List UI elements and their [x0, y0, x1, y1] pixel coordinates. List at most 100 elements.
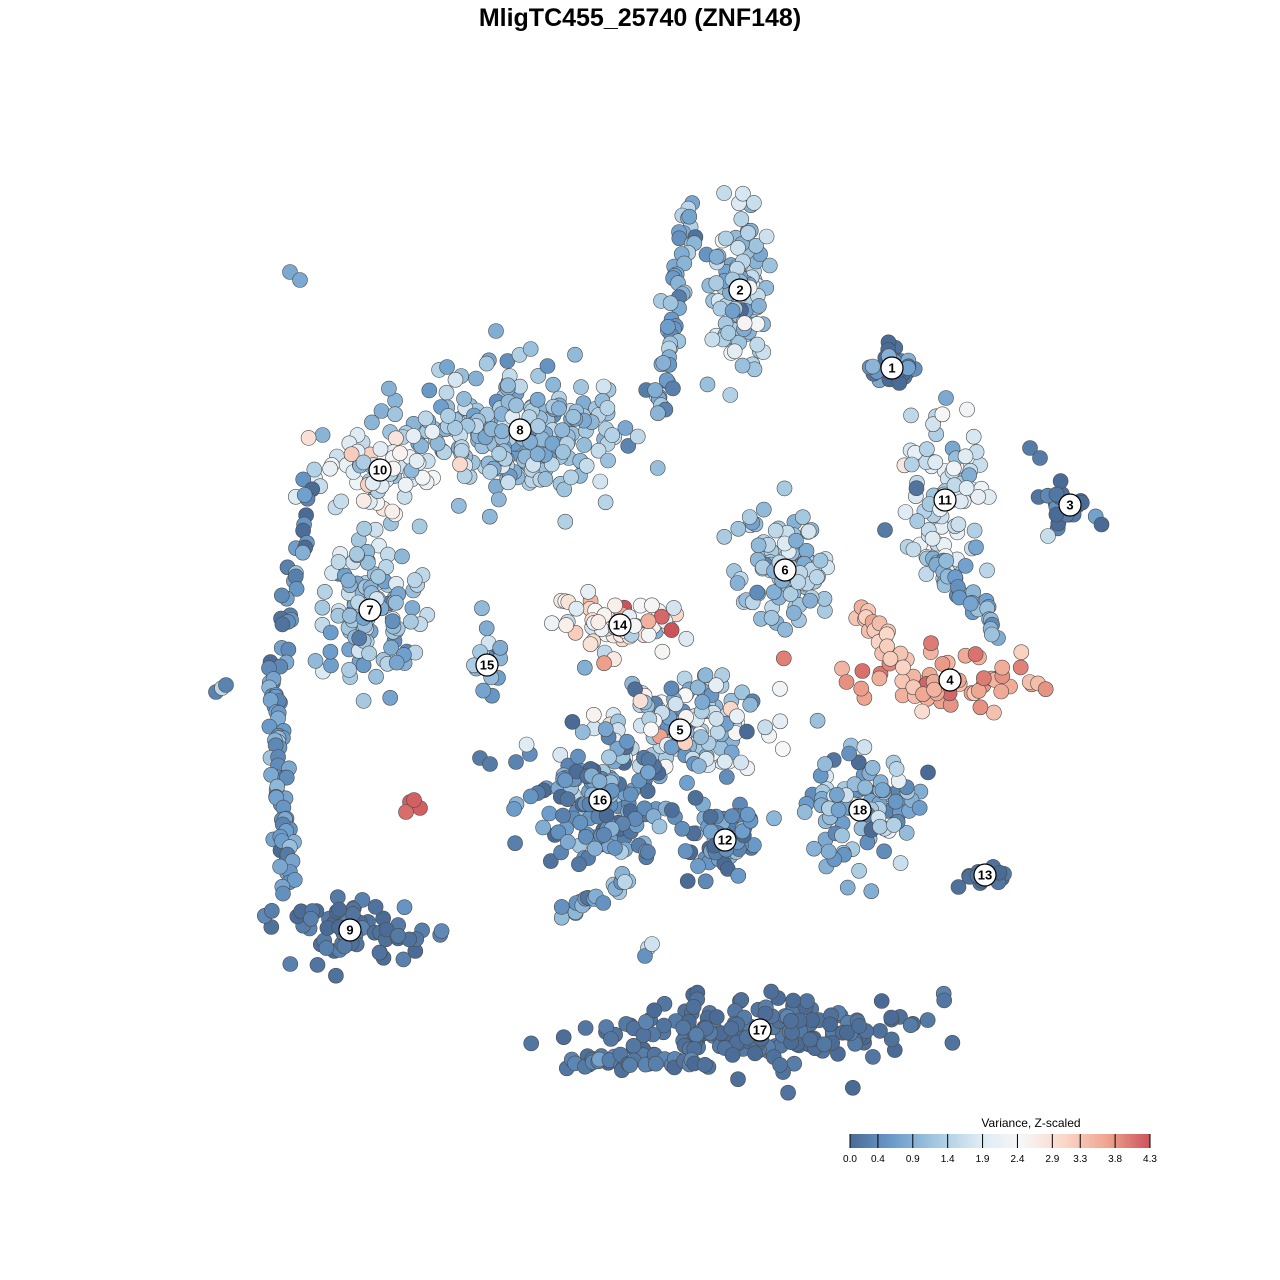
cell-point [747, 1045, 763, 1062]
cell-point [439, 359, 455, 375]
cell-point [650, 405, 666, 422]
cell-point [328, 967, 344, 984]
cell-point [829, 786, 845, 803]
cell-point [812, 552, 829, 569]
cell-point [649, 460, 666, 476]
cell-point [640, 844, 656, 860]
cell-point [1093, 516, 1110, 533]
colorbar-ticks: 0.0 0.4 0.9 1.4 1.9 2.4 2.9 3.3 3.8 4.3 [843, 1134, 1157, 1165]
cell-point [720, 325, 737, 341]
cell-point [766, 810, 782, 827]
cell-point [957, 558, 974, 574]
cluster-label-text: 17 [753, 1023, 767, 1038]
cluster-label-circle [1058, 493, 1082, 517]
cell-point [367, 899, 384, 915]
cell-point [962, 595, 979, 612]
cell-point [809, 569, 825, 585]
cell-point [972, 699, 989, 716]
cell-point [275, 885, 291, 902]
cell-point [763, 983, 780, 1000]
cell-point [660, 318, 676, 335]
cell-point [994, 659, 1011, 676]
cell-point [886, 817, 902, 833]
cell-point [306, 461, 323, 478]
cell-point [577, 828, 594, 845]
cell-point [898, 825, 915, 841]
cell-point [488, 323, 504, 339]
cell-point [1012, 659, 1029, 676]
cell-point [218, 677, 234, 693]
cell-point [478, 620, 495, 637]
cluster-label-3: 3 [1058, 493, 1082, 517]
cell-point [716, 185, 732, 201]
cluster-label-circle [358, 598, 382, 622]
cell-point [909, 513, 926, 529]
cell-point [750, 537, 767, 554]
cell-point [573, 379, 589, 395]
cell-point [544, 615, 560, 632]
cluster-label-circle [880, 356, 904, 380]
cell-point [331, 901, 347, 918]
cell-point [757, 719, 774, 736]
cell-point [817, 756, 833, 772]
cell-point [679, 775, 695, 791]
cell-point [551, 400, 567, 417]
cell-point [314, 599, 331, 616]
cell-point [794, 509, 811, 526]
cell-point [776, 480, 793, 497]
cell-point [556, 481, 573, 498]
cell-point [342, 607, 358, 624]
cell-point [341, 662, 357, 678]
cell-point [390, 927, 406, 944]
cell-point [780, 1084, 796, 1101]
cluster-label-circle [338, 918, 362, 942]
cell-point [481, 508, 498, 525]
cell-point [587, 840, 603, 857]
cell-point [716, 753, 733, 770]
cell-point [887, 793, 904, 810]
cell-point [830, 802, 847, 818]
cell-point [550, 824, 567, 841]
cell-point [360, 554, 376, 571]
cell-point [640, 627, 657, 643]
cell-point [739, 723, 755, 740]
cell-point [796, 804, 813, 820]
cell-point [844, 1080, 861, 1096]
cell-point [638, 1014, 654, 1030]
cell-point [541, 805, 558, 822]
cluster-label-text: 13 [978, 868, 992, 883]
cell-point [595, 378, 612, 395]
cell-point [371, 944, 388, 961]
cell-point [934, 406, 951, 423]
cell-point [1032, 450, 1048, 466]
cell-point [468, 370, 484, 387]
cell-point [816, 1036, 833, 1053]
cell-point [555, 807, 571, 824]
colorbar-tick-label: 1.9 [976, 1154, 990, 1165]
cell-point [908, 480, 925, 497]
cell-point [522, 788, 539, 805]
cell-point [851, 862, 867, 879]
cluster-label-5: 5 [668, 718, 692, 742]
cell-point [790, 574, 806, 590]
cell-point [506, 801, 522, 817]
cluster-label-text: 3 [1066, 498, 1073, 513]
cell-point [571, 856, 587, 873]
cell-point [749, 584, 766, 601]
cell-point [722, 387, 739, 403]
cell-point [774, 741, 791, 757]
cell-point [372, 441, 389, 457]
cell-point [300, 430, 317, 446]
cell-point [873, 993, 890, 1009]
cell-point [853, 680, 870, 697]
cell-point [806, 840, 822, 857]
cluster-label-7: 7 [358, 598, 382, 622]
cluster-label-15: 15 [475, 653, 499, 677]
cell-point [697, 667, 714, 684]
cell-point [539, 358, 556, 374]
cell-point [292, 272, 308, 288]
cell-point [408, 453, 425, 469]
cell-point [718, 769, 735, 785]
cell-point [529, 391, 546, 408]
cluster-label-6: 6 [773, 558, 797, 582]
